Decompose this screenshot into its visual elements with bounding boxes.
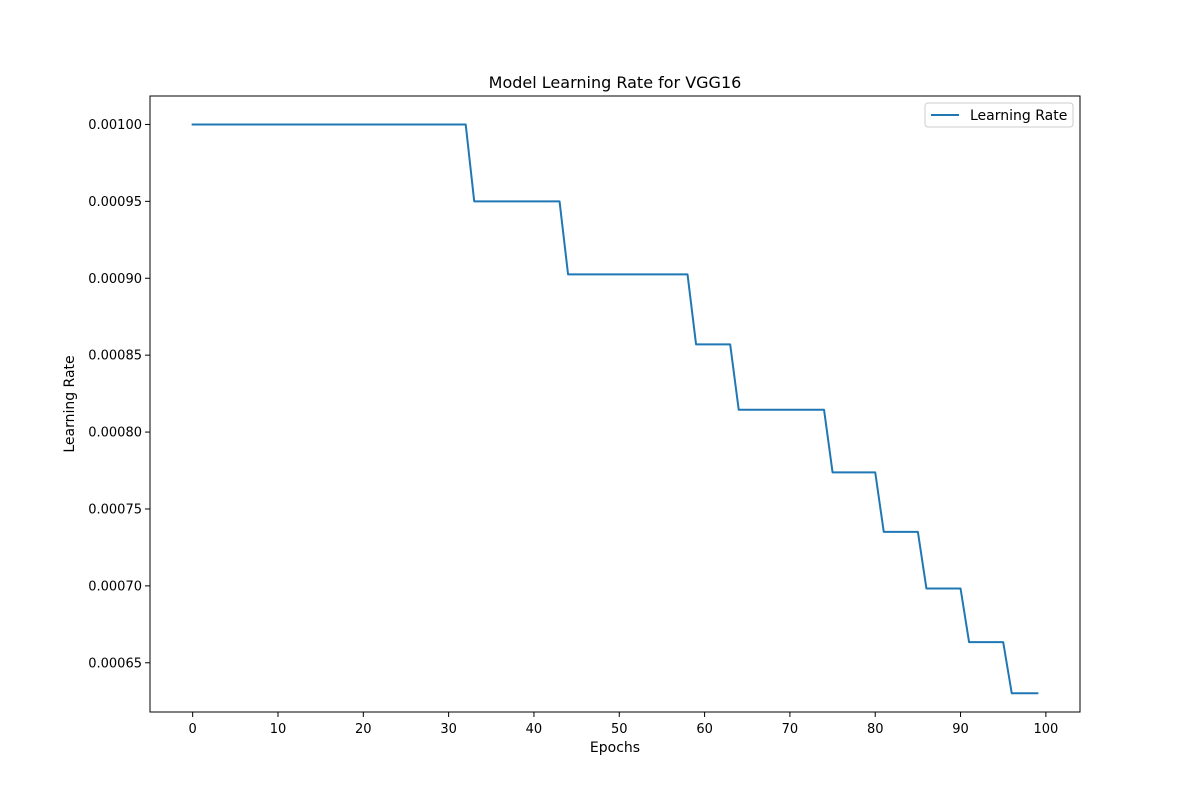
y-tick-label: 0.00095 xyxy=(88,195,142,210)
series-line-0 xyxy=(191,123,1039,695)
x-axis-title: Epochs xyxy=(590,740,640,756)
x-tick-label: 10 xyxy=(270,722,287,737)
y-tick-label: 0.00080 xyxy=(88,426,142,441)
x-tick-label: 60 xyxy=(696,722,713,737)
chart-title: Model Learning Rate for VGG16 xyxy=(489,73,742,92)
plot-frame xyxy=(149,95,1081,713)
legend: Learning Rate xyxy=(924,102,1074,128)
x-tick-label: 100 xyxy=(1033,722,1058,737)
y-tick-label: 0.00075 xyxy=(88,502,142,517)
plot-area: 0 10 20 30 40 50 60 70 80 90 100 0.00065 0.00070 0.00… xyxy=(88,95,1081,737)
x-tick-label: 0 xyxy=(189,722,197,737)
legend-label: Learning Rate xyxy=(970,108,1067,124)
y-axis-title: Learning Rate xyxy=(62,355,78,452)
x-tick-label: 80 xyxy=(867,722,884,737)
x-tick-label: 70 xyxy=(782,722,799,737)
y-tick-label: 0.00085 xyxy=(88,349,142,364)
x-tick-label: 90 xyxy=(952,722,969,737)
y-tick-label: 0.00090 xyxy=(88,272,142,287)
x-tick-label: 30 xyxy=(440,722,457,737)
x-tick-label: 20 xyxy=(355,722,372,737)
x-tick-label: 40 xyxy=(526,722,543,737)
x-tick-label: 50 xyxy=(611,722,628,737)
y-tick-label: 0.00100 xyxy=(88,118,142,133)
legend-box xyxy=(924,102,1074,128)
y-tick-label: 0.00065 xyxy=(88,656,142,671)
y-tick-label: 0.00070 xyxy=(88,579,142,594)
